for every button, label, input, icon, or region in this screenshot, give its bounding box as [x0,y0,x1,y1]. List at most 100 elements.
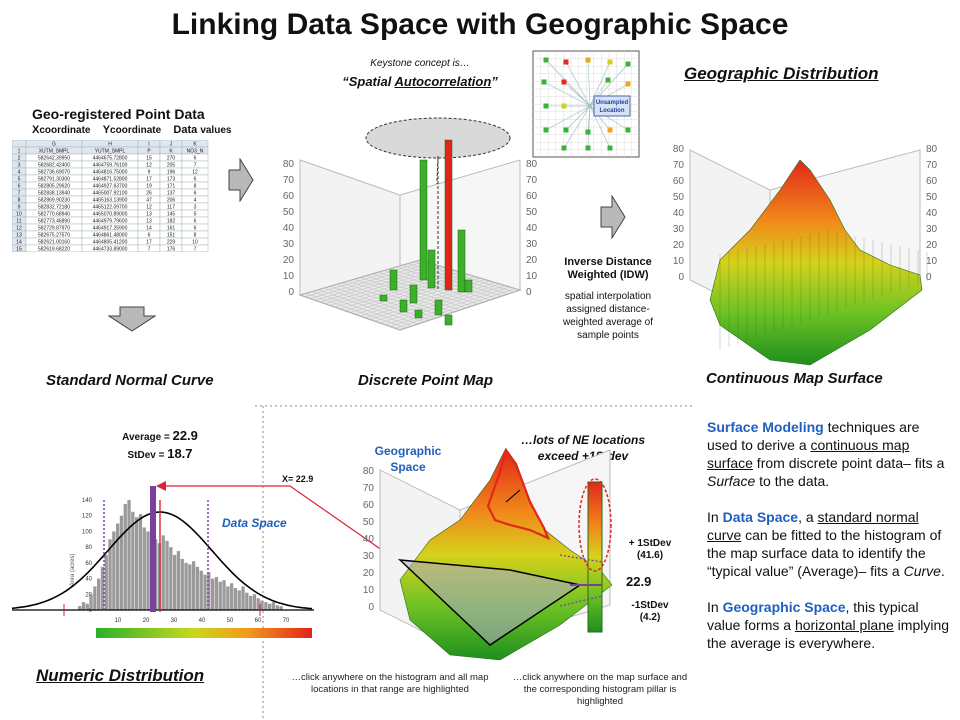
histogram-bar[interactable] [279,606,283,610]
average-label: Average = [122,432,173,443]
mean-plane-value: 22.9 [626,574,652,589]
geographic-space-surface[interactable]: 0 10 20 30 40 50 60 70 80 [330,410,670,680]
histogram-bar[interactable] [85,603,89,610]
histogram-bar[interactable] [104,555,108,610]
histogram-bar[interactable] [188,564,192,610]
histogram-y-tick: 60 [85,561,92,567]
spreadsheet-cell [181,244,209,252]
spreadsheet-cell-text: 4 [18,170,21,176]
histogram-y-label: Area (acres) [70,553,76,586]
data-pillar [444,314,453,326]
histogram-bar[interactable] [203,574,207,610]
spreadsheet-cell-text: 7 [194,247,197,253]
histogram-bar[interactable] [214,577,219,610]
sample-point [561,103,567,109]
histogram-bar[interactable] [226,586,230,610]
axis-tick-label: 50 [526,207,538,218]
histogram-bar[interactable] [256,598,260,610]
spreadsheet-cell-text: 173 [167,177,176,183]
histogram-bar[interactable] [116,523,120,610]
sample-point [607,145,613,151]
histogram-x-tick: 10 [115,618,122,624]
histogram-bar[interactable] [142,527,146,611]
histogram-bar[interactable] [169,547,173,610]
histogram-bar[interactable] [119,515,124,610]
histogram-x-tick: 30 [171,618,178,624]
histogram-bar[interactable] [260,600,264,610]
spreadsheet-cell-text: 19 [146,184,152,190]
histogram-x-tick: 70 [283,618,290,624]
paragraph-data-space: In Data Space, a standard normal curve c… [707,508,952,580]
histogram-bar[interactable] [146,531,150,610]
histogram-bar[interactable] [93,586,97,610]
histogram-bar[interactable] [135,517,139,610]
histogram-bar[interactable] [195,566,200,610]
spreadsheet-cell-text: 3 [18,163,21,169]
histogram-bar[interactable] [176,551,181,610]
data-pillar [399,299,408,313]
histogram-bar[interactable] [180,558,184,610]
histogram-bar[interactable] [165,540,169,610]
spreadsheet-cell-text: K [169,149,173,155]
histogram-bar[interactable] [218,581,222,610]
histogram-bar[interactable] [97,578,101,610]
histogram-bar[interactable] [78,606,82,610]
y-coordinate-label: coordinate [110,125,162,136]
axis-tick-label: 70 [526,175,538,186]
histogram-bar[interactable] [233,588,238,610]
histogram-bar[interactable] [249,595,253,610]
spreadsheet-cell-text: G [52,142,56,148]
spreadsheet-cell-text: 582832.72180 [38,205,70,211]
histogram-bar[interactable] [112,531,116,610]
spreadsheet-cell-text: 12 [146,163,152,169]
histogram-y-tick: 100 [82,529,93,535]
axis-tick-label: 40 [673,208,685,219]
histogram-bar[interactable] [252,594,257,610]
data-pillar [379,294,388,302]
axis-tick-label: 30 [363,551,375,562]
data-pillar [409,284,418,304]
spreadsheet-cell-text: 270 [167,156,176,162]
histogram-bar[interactable] [230,583,234,610]
histogram-bar[interactable] [100,566,105,610]
x-coordinate-label: coordinate [39,125,91,136]
histogram-bar[interactable] [127,500,131,610]
histogram-bar[interactable] [89,594,93,610]
data-pillar [434,299,443,316]
discrete-point-map: 0 10 20 30 40 50 60 70 80 0 10 20 30 40 50 60 70 80 [283,117,538,331]
histogram-bar[interactable] [161,535,165,610]
histogram-bar[interactable] [275,605,279,610]
histogram-bar[interactable] [245,592,249,610]
text-span: from discrete point data– fits a [752,455,945,471]
histogram-bar[interactable] [138,514,143,610]
text-span: In [707,599,723,615]
histogram-bar[interactable] [207,572,211,610]
highlighted-pillar[interactable] [150,486,156,612]
axis-tick-label: 40 [283,223,295,234]
histogram-bar[interactable] [192,561,196,610]
histogram-bar[interactable] [173,555,177,610]
color-ramp-legend [96,628,312,638]
histogram-bar[interactable] [268,603,272,610]
histogram-bar[interactable] [199,570,203,610]
spreadsheet-cell-text: 6 [18,184,21,190]
geographic-space-label: Geographic Space [374,444,442,474]
spreadsheet-cell-text: 3 [194,205,197,211]
histogram-bar[interactable] [271,602,276,610]
spreadsheet-cell-text: K [193,142,197,148]
histogram-bar[interactable] [131,511,135,610]
axis-tick-label: 40 [363,534,375,545]
histogram-chart[interactable]: Area (acres) 0 20 40 60 80 100 120 140 10 20 30 40… [8,480,318,640]
histogram-bar[interactable] [184,562,188,610]
spreadsheet-cell-text: 17 [146,177,152,183]
histogram-bar[interactable] [241,586,245,610]
spreadsheet-cell-text: 151 [167,233,176,239]
histogram-bar[interactable] [108,539,112,610]
histogram-bar[interactable] [123,503,127,610]
normal-curve [11,511,313,610]
histogram-bar[interactable] [211,578,215,610]
histogram-bar[interactable] [237,590,241,610]
histogram-bar[interactable] [264,602,268,610]
histogram-bar[interactable] [81,602,86,610]
histogram-bar[interactable] [222,580,226,610]
